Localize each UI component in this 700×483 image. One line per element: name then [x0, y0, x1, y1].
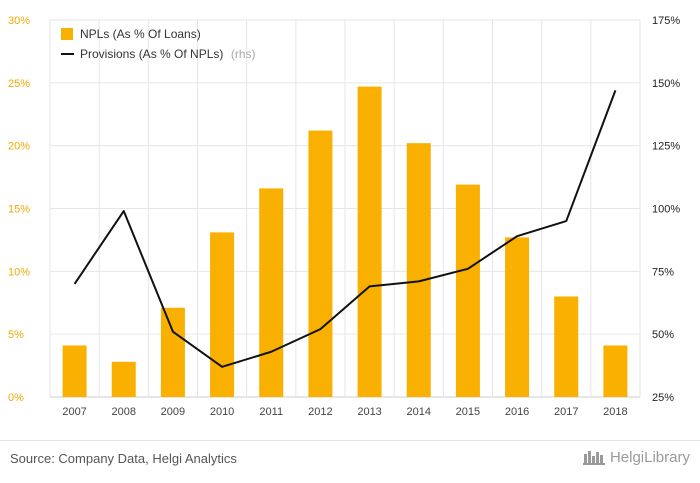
npl-bar	[259, 188, 284, 397]
npl-bars	[62, 86, 628, 397]
combo-chart: 0% 5% 10% 15% 20% 25% 30% 25% 50% 75% 100% 125% 150%…	[8, 15, 680, 418]
footer-divider	[0, 440, 700, 441]
y-right-tick-label: 25%	[652, 392, 674, 404]
y-left-tick-label: 5%	[8, 329, 24, 341]
y-right-tick-label: 100%	[652, 204, 680, 216]
provisions-line-group	[73, 90, 617, 368]
grid-lines	[49, 19, 641, 398]
legend-swatch-npl	[61, 28, 73, 40]
y-right-tick-label: 175%	[652, 15, 680, 27]
y-left-tick-label: 15%	[8, 204, 30, 216]
npl-bar	[455, 184, 480, 397]
legend: NPLs (As % Of Loans) Provisions (As % Of…	[61, 27, 256, 62]
npl-bar	[357, 86, 382, 397]
npl-bar	[554, 296, 579, 397]
x-tick-label: 2015	[456, 406, 480, 418]
npl-bar	[111, 361, 136, 397]
source-note: Source: Company Data, Helgi Analytics	[10, 451, 237, 466]
npl-bar	[505, 237, 530, 397]
brand-name: HelgiLibrary	[609, 448, 690, 466]
legend-label-provisions: Provisions (As % Of NPLs) (rhs)	[80, 45, 256, 62]
library-icon	[582, 451, 605, 465]
legend-label-npl: NPLs (As % Of Loans)	[80, 27, 201, 41]
npl-bar	[603, 345, 628, 397]
y-right-tick-label: 150%	[652, 78, 680, 90]
y-left-tick-label: 25%	[8, 78, 30, 90]
npl-bar	[210, 232, 235, 397]
y-right-tick-label: 75%	[652, 266, 674, 278]
brand-logo: HelgiLibrary	[582, 448, 690, 466]
x-tick-label: 2013	[357, 406, 381, 418]
npl-bar	[160, 307, 185, 397]
x-tick-label: 2012	[308, 406, 332, 418]
y-left-tick-label: 30%	[8, 15, 30, 27]
x-tick-label: 2009	[161, 406, 185, 418]
x-tick-label: 2017	[554, 406, 578, 418]
y-left-tick-label: 0%	[8, 392, 24, 404]
legend-label-provisions-text: Provisions (As % Of NPLs)	[80, 47, 223, 61]
x-tick-label: 2018	[603, 406, 627, 418]
provisions-line	[73, 90, 617, 368]
npl-bar	[308, 130, 333, 397]
x-tick-label: 2008	[112, 406, 136, 418]
y-left-tick-label: 10%	[8, 266, 30, 278]
y-right-tick-label: 50%	[652, 329, 674, 341]
axis-ticks: 0% 5% 10% 15% 20% 25% 30% 25% 50% 75% 100% 125% 150%…	[8, 15, 680, 418]
y-left-tick-label: 20%	[8, 141, 30, 153]
x-tick-label: 2007	[62, 406, 86, 418]
x-tick-label: 2014	[407, 406, 431, 418]
npl-bar	[406, 143, 431, 397]
x-tick-label: 2011	[259, 406, 283, 418]
y-right-tick-label: 125%	[652, 141, 680, 153]
legend-label-provisions-note: (rhs)	[231, 47, 256, 61]
npl-bar	[62, 345, 87, 397]
x-tick-label: 2010	[210, 406, 234, 418]
x-tick-label: 2016	[505, 406, 529, 418]
